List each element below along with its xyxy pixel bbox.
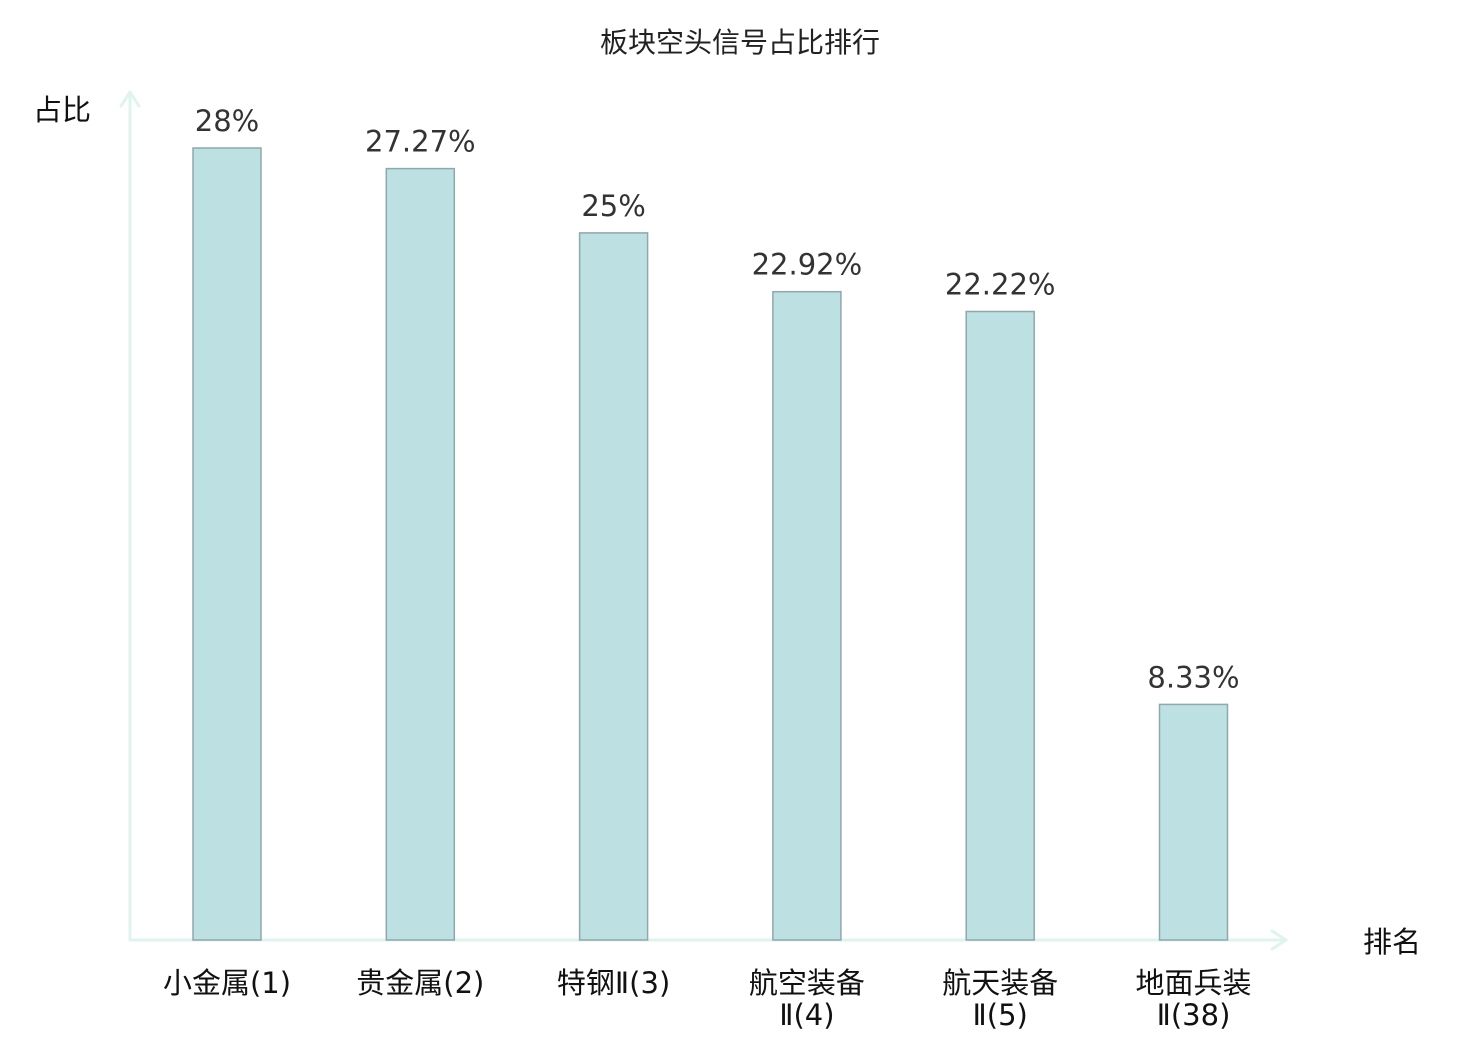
bar-0 [192, 147, 262, 941]
value-label-5: 8.33% [1147, 660, 1239, 694]
value-label-3: 22.92% [752, 248, 863, 282]
category-label-5: 地面兵装 Ⅱ(38) [1135, 966, 1251, 1032]
value-label-2: 25% [581, 189, 645, 223]
y-axis-arrow-icon [119, 90, 141, 108]
category-label-line: Ⅱ(4) [779, 998, 834, 1032]
value-label-0: 28% [195, 104, 259, 138]
category-label-line: 特钢Ⅱ(3) [557, 966, 670, 1000]
category-label-line: 地面兵装 [1135, 966, 1251, 1000]
category-label-2: 特钢Ⅱ(3) [557, 966, 670, 1000]
bar-5 [1158, 703, 1229, 941]
bars [192, 147, 1229, 941]
bar-3 [772, 290, 842, 941]
x-axis-label: 排名 [1363, 925, 1421, 959]
category-labels: 小金属(1) 贵金属(2) 特钢Ⅱ(3) 航空装备 Ⅱ(4)航天装备 Ⅱ(5)地面兵装 Ⅱ(… [163, 966, 1252, 1032]
category-label-line: Ⅱ(5) [973, 998, 1028, 1032]
category-label-line: 航空装备 [749, 966, 865, 1000]
category-label-line: Ⅱ(38) [1157, 998, 1231, 1032]
bar-4 [965, 310, 1035, 941]
bar-1 [385, 167, 456, 941]
category-label-0: 小金属(1) [163, 966, 291, 1000]
axes [119, 90, 1288, 951]
x-axis-arrow-icon [1270, 929, 1288, 951]
category-label-4: 航天装备 Ⅱ(5) [942, 966, 1058, 1032]
value-label-4: 22.22% [945, 268, 1056, 302]
category-label-line: 小金属(1) [163, 966, 291, 1000]
value-labels: 28% 27.27% 25% 22.92% 22.22% 8.33% [195, 104, 1240, 694]
value-label-1: 27.27% [365, 125, 476, 159]
category-label-line: 航天装备 [942, 966, 1058, 1000]
category-label-3: 航空装备 Ⅱ(4) [749, 966, 865, 1032]
bar-2 [578, 232, 649, 941]
category-label-1: 贵金属(2) [356, 966, 484, 1000]
category-label-line: 贵金属(2) [356, 966, 484, 1000]
chart-title: 板块空头信号占比排行 [600, 26, 880, 59]
y-axis-label: 占比 [33, 93, 91, 127]
